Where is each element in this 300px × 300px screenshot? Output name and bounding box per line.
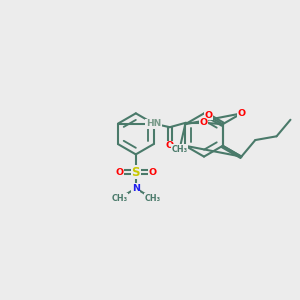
Text: O: O	[199, 118, 207, 127]
Text: O: O	[148, 168, 156, 177]
Text: O: O	[166, 141, 174, 150]
Text: HN: HN	[146, 119, 161, 128]
Text: O: O	[237, 109, 245, 118]
Text: O: O	[205, 110, 213, 119]
Text: CH₃: CH₃	[171, 145, 188, 154]
Text: O: O	[116, 168, 124, 177]
Text: N: N	[132, 184, 140, 193]
Text: S: S	[132, 166, 140, 178]
Text: CH₃: CH₃	[111, 194, 128, 203]
Text: CH₃: CH₃	[144, 194, 160, 203]
